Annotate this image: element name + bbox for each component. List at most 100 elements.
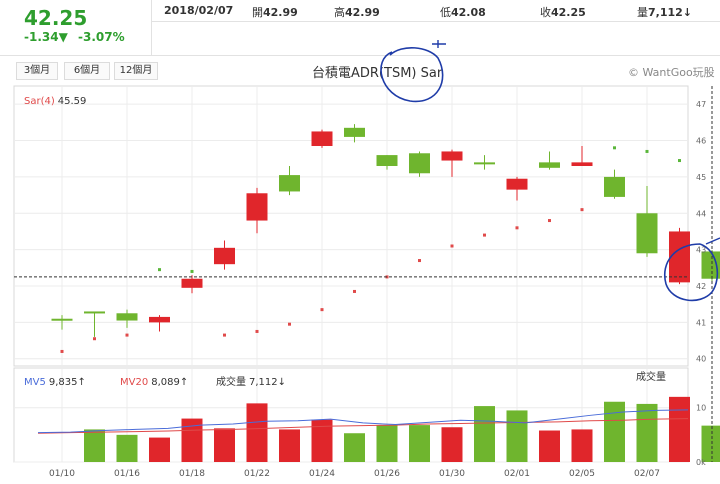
- chart-title: 台積電ADR(TSM) Sar: [312, 66, 443, 81]
- volume-bar: [279, 429, 300, 462]
- mv5-legend: MV5 9,835↑: [24, 377, 86, 388]
- volume-tick-label: 0k: [696, 458, 706, 467]
- x-tick-label: 02/05: [569, 469, 595, 479]
- volume-bar: [539, 430, 560, 462]
- range-6m-button[interactable]: 6個月: [64, 62, 110, 80]
- volume-bar: [701, 425, 720, 462]
- sar-dot: [678, 159, 681, 163]
- candle-body: [506, 178, 528, 190]
- candle: [149, 315, 170, 332]
- candle-body: [149, 316, 170, 323]
- x-tick-label: 01/26: [374, 469, 400, 479]
- price-tick-label: 42: [696, 282, 706, 291]
- sar-dot: [548, 219, 551, 223]
- candle: [116, 309, 138, 328]
- volume-bar: [376, 425, 398, 462]
- candle: [311, 129, 333, 148]
- tick-annotation-last: [705, 237, 720, 245]
- volume-tick-label: 10: [696, 404, 706, 413]
- mv5-line: [37, 409, 689, 434]
- candle: [474, 155, 495, 170]
- candle-body: [116, 313, 138, 321]
- range-12m-button[interactable]: 12個月: [114, 62, 158, 80]
- sar-dot: [515, 226, 519, 230]
- sar-dot: [223, 333, 226, 337]
- price-tick-label: 46: [696, 137, 706, 146]
- sar-dot: [320, 308, 324, 312]
- price-change-percent: -3.07%: [78, 30, 125, 44]
- volume-bar: [214, 428, 235, 462]
- price-tick-label: 45: [696, 173, 706, 182]
- x-tick-label: 02/01: [504, 469, 530, 479]
- candle-body: [441, 151, 463, 161]
- high-stat: 高42.99: [334, 6, 380, 19]
- candle-body: [181, 278, 203, 288]
- close-stat: 收42.25: [540, 6, 586, 19]
- sar-dot: [613, 146, 616, 150]
- candles: [51, 124, 720, 337]
- candle-body: [409, 153, 430, 174]
- candle-body: [214, 247, 235, 265]
- candle: [181, 275, 203, 294]
- volume-bar: [441, 427, 463, 462]
- candle: [279, 166, 300, 196]
- sar-dot: [125, 333, 129, 337]
- volume-stat: 量7,112↓: [637, 6, 693, 19]
- sar-dot: [158, 268, 161, 272]
- volume-bar: [669, 396, 690, 462]
- candle-body: [344, 127, 365, 137]
- x-tick-label: 02/07: [634, 469, 660, 479]
- volume-bar: [636, 403, 658, 462]
- x-tick-label: 01/22: [244, 469, 270, 479]
- volume-bar: [344, 433, 365, 462]
- candle-body: [539, 162, 560, 168]
- volume-bar: [604, 401, 625, 462]
- candle: [344, 124, 365, 143]
- volume-bar: [571, 429, 593, 462]
- candle: [246, 187, 268, 234]
- price-tick-label: 47: [696, 100, 706, 109]
- volume-panel: [37, 396, 720, 462]
- candle-body: [636, 213, 658, 254]
- x-tick-label: 01/10: [49, 469, 75, 479]
- sar-dot: [288, 322, 291, 326]
- volume-legend: 成交量 7,112↓: [216, 375, 286, 388]
- volume-bar: [311, 419, 333, 462]
- price-tick-label: 44: [696, 209, 706, 218]
- sar-dot: [580, 208, 584, 212]
- candle: [636, 186, 658, 257]
- sar-dot: [450, 244, 454, 248]
- volume-bar: [116, 434, 138, 462]
- legends: Sar(4) 45.59 MV5 9,835↑ MV20 8,089↑ 成交量 7,11…: [24, 96, 666, 388]
- last-price: 42.25: [24, 6, 88, 30]
- quote-date: 2018/02/07: [164, 4, 234, 17]
- volume-bar: [246, 403, 268, 462]
- volume-bar: [474, 406, 495, 462]
- price-tick-label: 43: [696, 246, 706, 255]
- candle-body: [701, 251, 720, 279]
- candle-body: [246, 193, 268, 221]
- price-tick-label: 41: [696, 318, 706, 327]
- ohlc-stats: 2018/02/07 開42.99 高42.99 低42.08 收42.25 量…: [152, 0, 720, 22]
- candle-body: [84, 311, 105, 314]
- sar-dot: [255, 329, 259, 333]
- candle-body: [311, 131, 333, 146]
- candle-body: [474, 162, 495, 165]
- quote-header: 42.25 -1.34▼ -3.07% 2018/02/07 開42.99 高4…: [0, 0, 720, 56]
- range-3m-button[interactable]: 3個月: [16, 62, 58, 80]
- volume-bar: [84, 429, 105, 462]
- x-tick-label: 01/24: [309, 469, 335, 479]
- price-panel-frame: [13, 85, 689, 367]
- candle: [571, 146, 593, 166]
- sar-dot: [483, 233, 486, 237]
- sar-legend: Sar(4) 45.59: [24, 96, 86, 107]
- candle-body: [669, 231, 690, 283]
- watermark: © WantGoo玩股: [628, 66, 715, 79]
- x-tick-label: 01/18: [179, 469, 205, 479]
- sar-dot: [353, 289, 356, 293]
- circle-annotation-title: [380, 47, 444, 103]
- pen-annotations: [380, 40, 720, 302]
- sar-dot: [190, 269, 194, 273]
- price-change: -1.34▼: [24, 30, 68, 44]
